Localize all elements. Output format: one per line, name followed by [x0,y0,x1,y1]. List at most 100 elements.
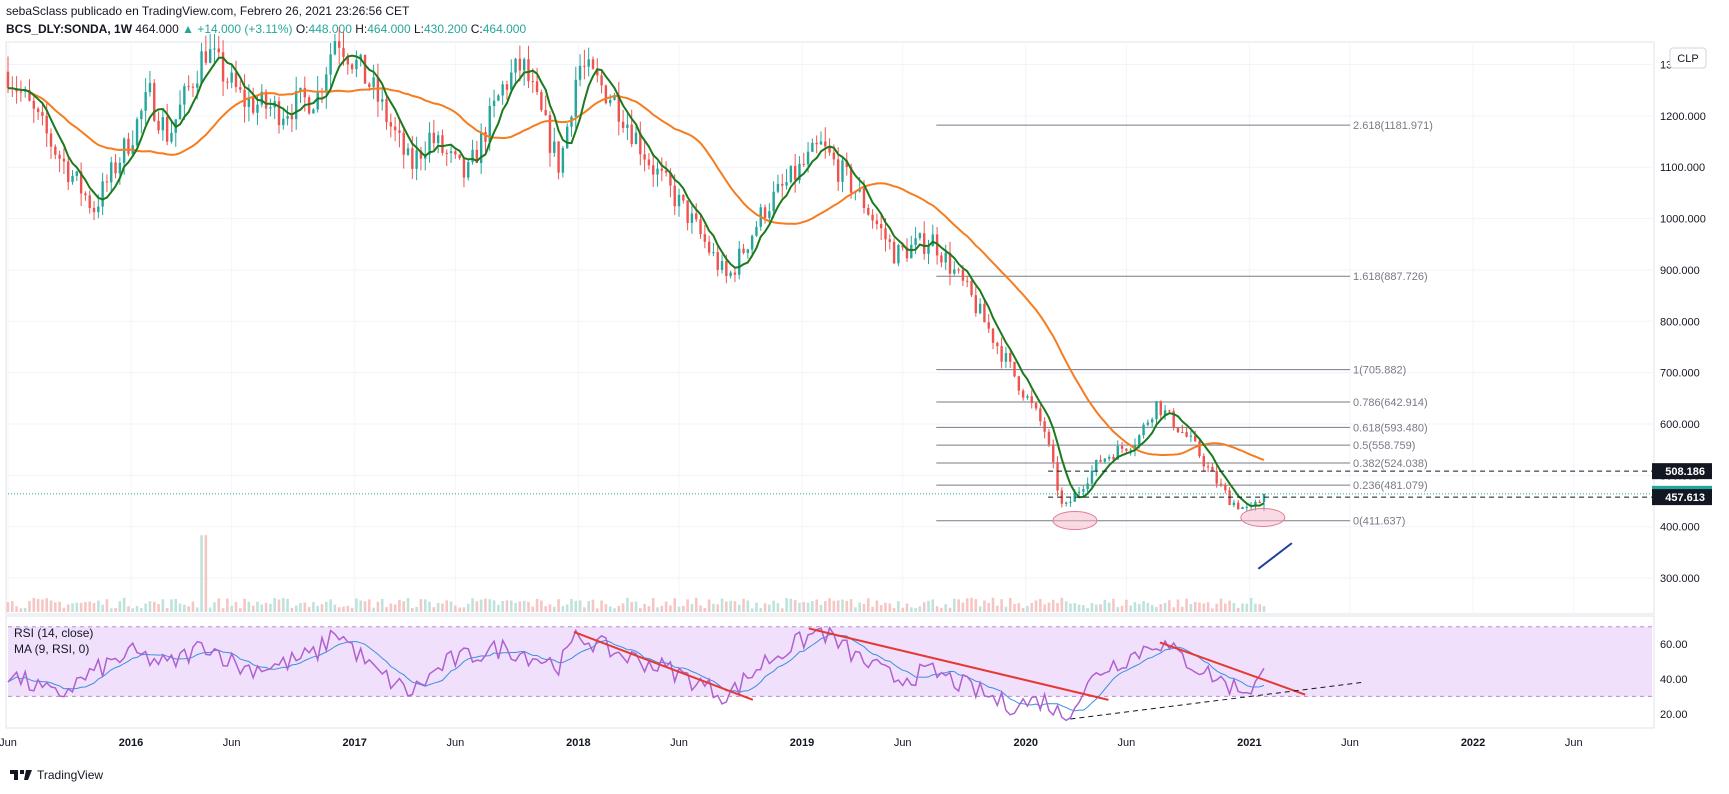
volume-bar [552,606,556,612]
candle-body [230,72,233,83]
volume-bar [1189,604,1193,612]
candle-body [462,158,466,178]
candle-body [84,193,87,196]
brand-label: TradingView [37,768,104,782]
candle-body [393,126,397,131]
candle-body [755,226,758,236]
candle-body [927,246,930,254]
volume-bar [28,600,31,612]
volume-bar [466,603,470,612]
volume-bar [1258,604,1262,612]
candle-body [97,206,100,213]
candle-body [815,142,818,145]
price-change: ▲ +14.000 (+3.11%) [182,22,293,36]
volume-bar [600,600,603,612]
fibonacci-levels: 2.618(1181.971) 1.618(887.726) 1(705.882) 0… [936,120,1433,528]
volume-bar [871,606,874,612]
volume-bar [716,604,720,612]
volume-bar [152,601,156,612]
volume-bar [49,600,53,612]
rsi-tick-label: 20.00 [1660,709,1688,721]
symbol-name[interactable]: BCS_DLY:SONDA, 1W [6,22,133,36]
price-tag-label: 457.613 [1665,492,1705,504]
volume-bar [690,603,694,612]
volume-bar [380,598,384,612]
volume-bar [1125,599,1128,612]
volume-bar [591,599,595,612]
candle-body [1206,466,1210,468]
volume-bar [1142,601,1145,612]
candle-body [776,183,780,192]
volume-bar [208,607,212,612]
price-tick-label: 800.000 [1660,316,1700,328]
volume-bar [501,601,504,612]
volume-bar [914,607,917,612]
candle-body [398,130,401,133]
tradingview-brand[interactable]: TradingView [10,768,103,782]
volume-bar [492,600,496,612]
candle-body [514,58,517,73]
volume-bar [953,598,956,612]
volume-bar [901,607,904,612]
volume-bar [776,603,780,612]
candle-body [1107,456,1111,459]
volume-bar [1107,602,1111,612]
candle-body [251,97,255,113]
volume-bar [320,604,324,612]
candle-body [888,239,891,242]
time-tick-label: Jun [1117,737,1135,749]
candle-body [729,272,732,277]
volume-bar [109,608,113,612]
volume-bar [1159,604,1163,612]
candle-body [669,172,672,186]
volume-bar [1099,604,1102,612]
candle-body [135,119,139,146]
volume-bar [368,599,371,612]
volume-bar [578,600,582,612]
low-ellipse-2021 [1240,507,1286,527]
volume-bar [423,599,427,612]
rsi-dashed-support [1070,681,1362,720]
volume-bar [350,607,354,612]
currency-button[interactable]: CLP [1669,47,1707,69]
volume-bar [1034,600,1038,612]
blue-trend-arrow [1257,542,1293,570]
candle-body [867,208,870,215]
candle-body [1120,446,1124,449]
volume-bar [832,600,836,612]
volume-bar [131,608,135,612]
time-axis[interactable]: Jun 2016 Jun 2017 Jun 2018 Jun 2019 Jun 2020 Jun 20… [0,737,1583,749]
tradingview-logo-icon [10,770,32,780]
fib-level-label: 2.618(1181.971) [1353,120,1433,132]
volume-bar [144,603,147,612]
rsi-title: RSI (14, close) [14,626,93,640]
last-price: 464.000 [135,22,179,36]
candle-body [828,146,831,153]
volume-bar [1241,603,1244,612]
candle-body [436,135,440,144]
fib-level-label: 1.618(887.726) [1353,271,1428,283]
price-tick-label: 900.000 [1660,265,1700,277]
volume-bar [161,599,165,612]
volume-bar [256,601,259,612]
volume-bar [531,606,535,612]
price-tick-label: 1200.000 [1660,111,1706,123]
volume-bar [1082,604,1085,612]
volume-bar [996,605,999,612]
volume-bar [1039,599,1042,612]
grid [7,44,1652,614]
candle-body [467,162,470,178]
candle-body [875,220,879,225]
volume-bar [58,601,61,612]
candle-body [1039,408,1042,422]
volume-bar [651,598,655,612]
time-tick-label: 2021 [1237,737,1261,749]
price-axis[interactable]: 1300.0001200.0001100.0001000.000900.0008… [1660,60,1706,586]
volume-bar [673,598,677,612]
candle-body [634,132,638,144]
candle-body [217,48,220,53]
candle-body [234,72,238,88]
candle-body [845,160,848,167]
time-tick-label: 2022 [1461,737,1485,749]
